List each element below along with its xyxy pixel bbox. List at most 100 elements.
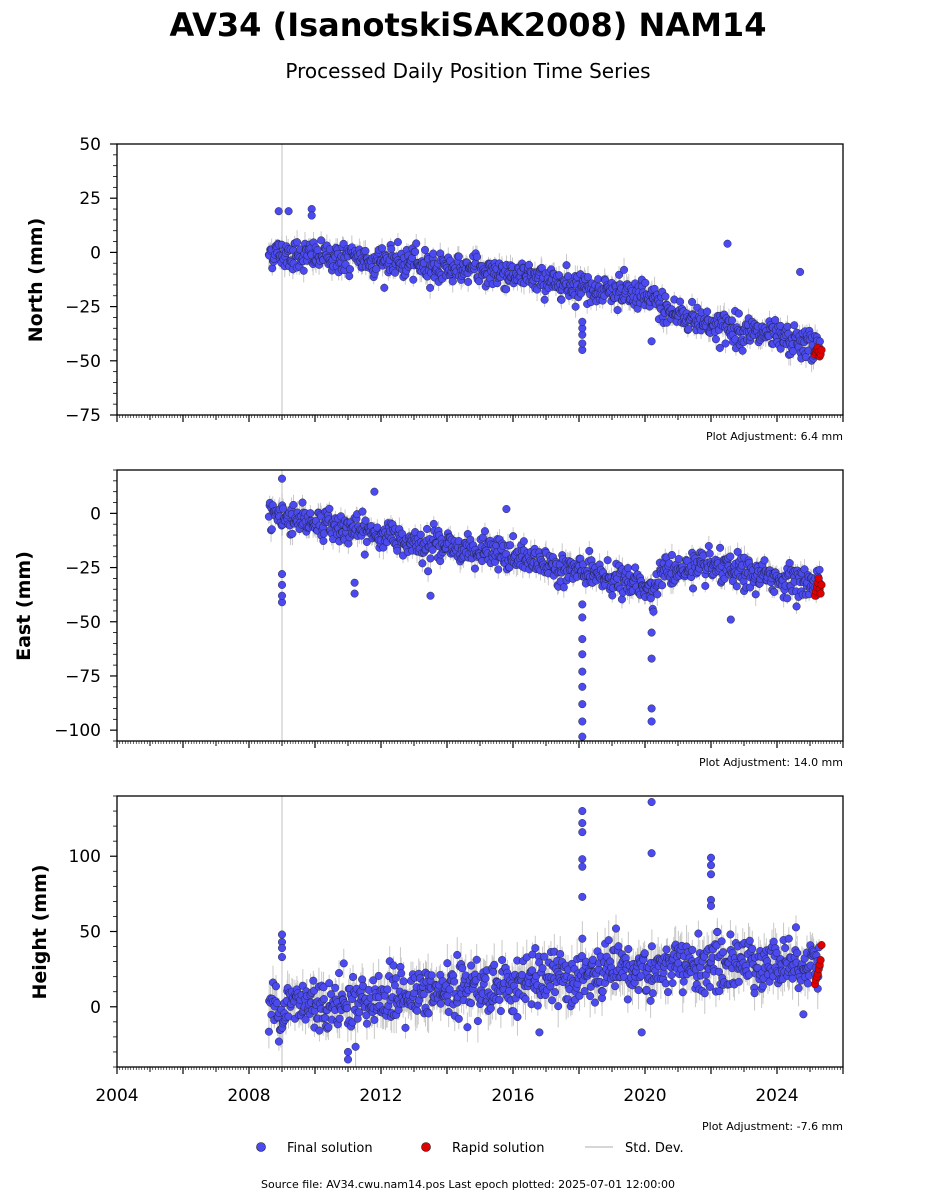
- north-final-point: [412, 239, 421, 248]
- east-rapid-point: [816, 589, 825, 598]
- north-final-point: [540, 295, 549, 304]
- north-final-point: [711, 335, 720, 344]
- height-points: [264, 798, 826, 1064]
- height-final-point: [319, 995, 328, 1004]
- east-panel: −100 −75 −50 −25 0 East (mm) Plot Adjustment…: [13, 469, 844, 769]
- north-rapid-point: [817, 345, 826, 354]
- east-final-point: [578, 682, 587, 691]
- north-final-point: [789, 347, 798, 356]
- east-final-point: [424, 567, 433, 576]
- east-final-point: [519, 537, 528, 546]
- east-final-point: [653, 590, 662, 599]
- east-final-point: [350, 578, 359, 587]
- north-final-point: [578, 317, 587, 326]
- north-final-point: [641, 278, 650, 287]
- north-final-point: [454, 252, 463, 261]
- east-final-point: [578, 700, 587, 709]
- east-final-point: [360, 550, 369, 559]
- east-final-point: [585, 546, 594, 555]
- north-final-point: [790, 321, 799, 330]
- north-final-point: [345, 272, 354, 281]
- east-final-point: [647, 704, 656, 713]
- north-final-point: [783, 322, 792, 331]
- north-final-point: [734, 309, 743, 318]
- east-axis-label: East (mm): [13, 551, 35, 661]
- east-final-point: [760, 556, 769, 565]
- east-final-point: [726, 552, 735, 561]
- east-final-point: [306, 509, 315, 518]
- north-final-point: [613, 306, 622, 315]
- east-final-point: [278, 474, 287, 483]
- east-plot-adjustment: Plot Adjustment: 14.0 mm: [699, 756, 843, 769]
- north-final-point: [284, 207, 293, 216]
- north-final-point: [429, 249, 438, 258]
- north-final-point: [562, 261, 571, 270]
- east-final-point: [649, 607, 658, 616]
- north-points: [264, 205, 826, 365]
- north-plot-adjustment: Plot Adjustment: 6.4 mm: [706, 430, 843, 443]
- east-final-point: [418, 559, 427, 568]
- east-final-point: [732, 582, 741, 591]
- east-final-point: [617, 595, 626, 604]
- north-y-tick-label: 50: [79, 135, 101, 155]
- north-final-point: [391, 268, 400, 277]
- east-final-point: [470, 564, 479, 573]
- north-final-point: [372, 265, 381, 274]
- north-final-point: [771, 316, 780, 325]
- east-final-point: [792, 602, 801, 611]
- north-final-point: [721, 339, 730, 348]
- north-final-point: [409, 275, 418, 284]
- east-final-point: [319, 536, 328, 545]
- east-final-point: [298, 498, 307, 507]
- east-final-point: [689, 584, 698, 593]
- east-final-point: [578, 667, 587, 676]
- north-final-point: [723, 239, 732, 248]
- north-final-point: [502, 285, 511, 294]
- north-final-point: [472, 252, 481, 261]
- height-final-point: [339, 959, 348, 968]
- east-final-point: [716, 543, 725, 552]
- east-final-point: [608, 591, 617, 600]
- height-final-point: [331, 983, 340, 992]
- north-final-point: [307, 211, 316, 220]
- height-final-point: [309, 976, 318, 985]
- north-final-point: [688, 297, 697, 306]
- north-final-point: [387, 244, 396, 253]
- north-final-point: [537, 263, 546, 272]
- north-final-point: [411, 247, 420, 256]
- east-final-point: [701, 581, 710, 590]
- north-final-point: [448, 277, 457, 286]
- east-final-point: [429, 519, 438, 528]
- east-final-point: [278, 570, 287, 579]
- north-final-point: [361, 246, 370, 255]
- north-final-point: [728, 316, 737, 325]
- east-final-point: [770, 587, 779, 596]
- north-final-point: [684, 325, 693, 334]
- east-final-point: [494, 565, 503, 574]
- north-final-point: [464, 277, 473, 286]
- north-y-tick-label: −75: [65, 406, 101, 426]
- east-final-point: [815, 565, 824, 574]
- east-final-point: [578, 717, 587, 726]
- east-final-point: [631, 563, 640, 572]
- east-y-tick-label: 0: [90, 504, 101, 524]
- east-final-point: [647, 654, 656, 663]
- north-y-tick-label: −50: [65, 352, 101, 372]
- east-final-point: [751, 590, 760, 599]
- east-final-point: [647, 717, 656, 726]
- height-final-point: [272, 999, 281, 1008]
- height-final-point: [358, 975, 367, 984]
- east-final-point: [502, 505, 511, 514]
- north-final-point: [615, 270, 624, 279]
- north-final-point: [715, 343, 724, 352]
- east-final-point: [705, 549, 714, 558]
- east-final-point: [423, 524, 432, 533]
- east-final-point: [559, 583, 568, 592]
- height-final-point: [274, 1037, 283, 1046]
- north-final-point: [578, 339, 587, 348]
- east-final-point: [578, 613, 587, 622]
- north-final-point: [274, 207, 283, 216]
- east-y-tick-label: −25: [65, 559, 101, 579]
- north-final-point: [393, 238, 402, 247]
- north-final-point: [380, 283, 389, 292]
